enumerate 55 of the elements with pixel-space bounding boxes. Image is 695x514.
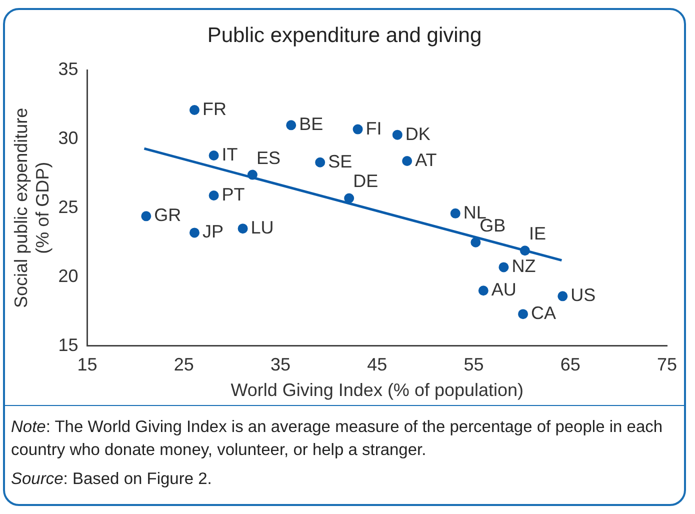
chart-title: Public expenditure and giving [206,24,483,48]
point [498,262,509,272]
point [450,208,460,218]
annotation: CA [531,303,556,324]
annotation: BE [299,114,324,134]
x-tick-label: 65 [560,354,580,375]
point [478,286,488,296]
point [189,228,200,238]
source-note: Source: Based on Figure 2. [11,469,213,490]
y-tick-label: 35 [58,58,78,79]
y-tick-label: 25 [58,196,78,217]
annotation: FR [202,98,226,119]
point [238,224,248,234]
annotation: IE [528,224,546,244]
annotation: US [570,285,596,306]
annotation: JP [202,222,224,242]
point [558,291,568,302]
point [208,190,219,200]
point [247,170,258,180]
annotation: LU [250,218,274,238]
annotation: DE [353,171,378,192]
point [402,156,412,166]
point [392,130,402,140]
annotation: AU [491,280,516,300]
point [208,150,219,160]
text: Note: The World Giving Index is an average measure of the percentage of people in each country who donate money, volunteer, or help a stranger. [11,417,664,461]
x-tick-label: 55 [464,354,484,375]
point [470,237,481,248]
point [520,246,530,256]
point [141,211,152,222]
point [189,104,200,115]
annotation: PT [222,184,245,204]
annotation: DK [405,124,430,144]
x-tick-label: 15 [77,354,98,375]
x-tick-label: 45 [367,354,388,375]
x-axis-title: World Giving Index (% of population) [230,380,524,400]
annotation: NZ [512,256,536,276]
point [286,120,296,130]
x-tick-label: 25 [174,354,194,375]
x-tick-label: 75 [656,354,678,375]
y-axis-title: Social public expenditure (% of GDP) [10,108,52,308]
point [344,193,354,204]
annotation: AT [415,150,437,170]
y-tick-label: 15 [58,334,78,355]
point [352,124,363,134]
annotation: IT [222,144,238,164]
point [315,157,326,168]
y-tick-label: 20 [58,266,78,286]
annotation: GR [154,205,182,226]
annotation: FI [366,118,382,138]
annotation: SE [328,151,352,172]
y-tick-label: 30 [58,128,78,148]
point [518,309,528,320]
x-tick-label: 35 [270,354,290,375]
annotation: ES [256,148,280,168]
